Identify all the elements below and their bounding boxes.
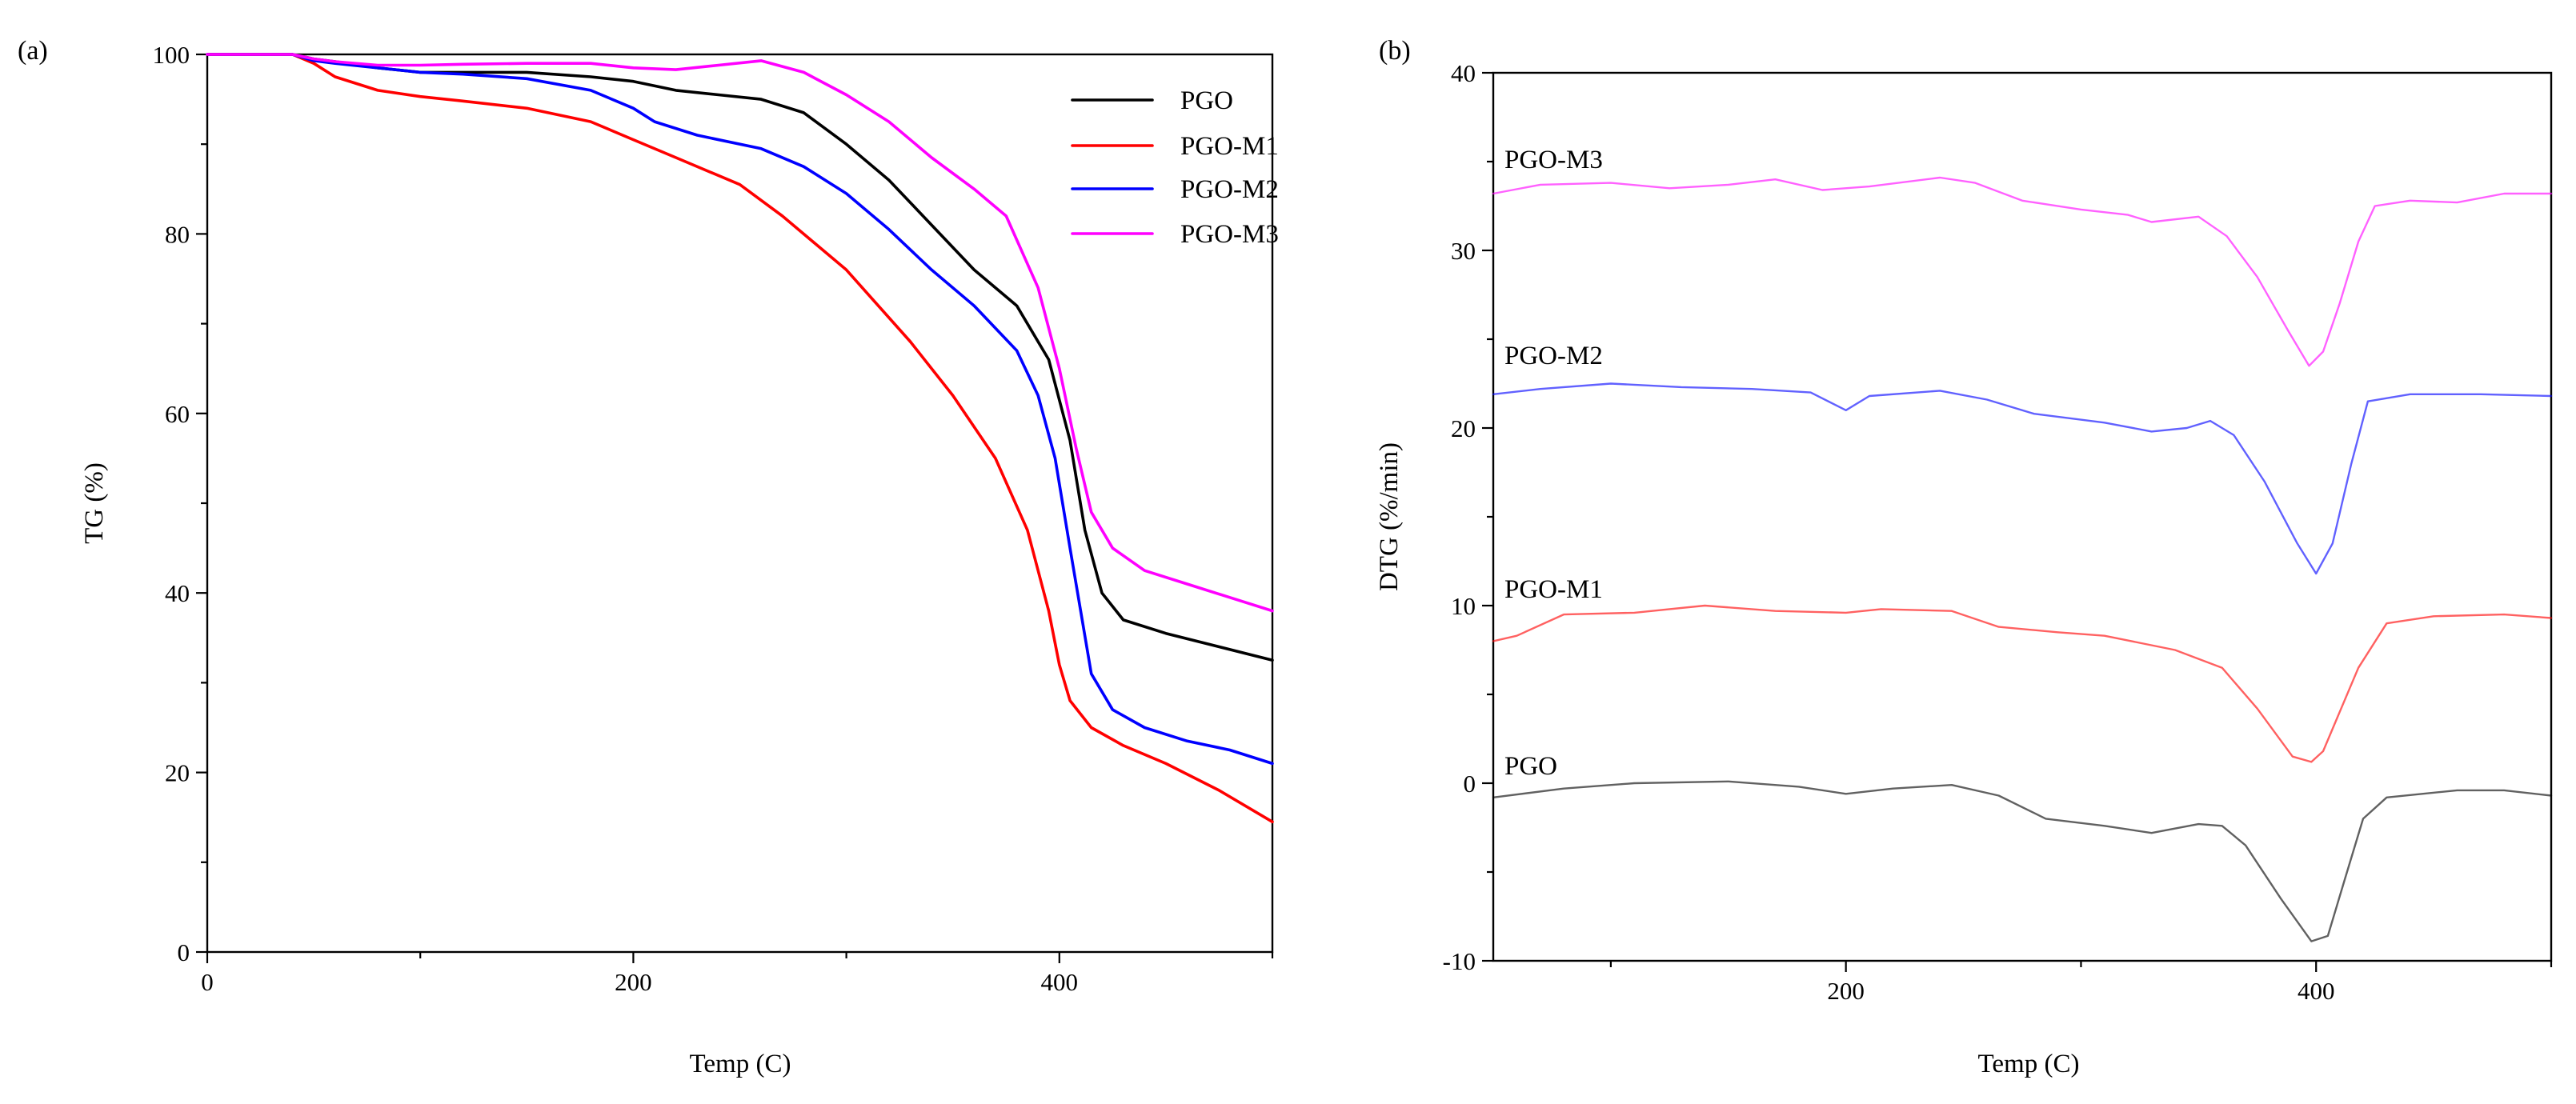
tg-y-tick-label: 40: [165, 579, 190, 607]
legend-label-pgo-m2: PGO-M2: [1180, 175, 1279, 204]
legend-label-pgo: PGO: [1180, 86, 1233, 115]
dtg-series-pgo-m2: [1492, 382, 2553, 575]
dtg-y-tick-label: 20: [1451, 414, 1476, 442]
tg-y-tick-label: 0: [178, 938, 190, 966]
panel-b-label: (b): [1379, 36, 1411, 66]
tg-axis-ticks: 0 200 400 0 20 40 60 80 100: [153, 41, 1274, 996]
dtg-series-label-pgo-m3: PGO-M3: [1504, 146, 1603, 174]
dtg-series-pgo-m1: [1492, 604, 2553, 763]
dtg-x-axis-title: Temp (C): [1978, 1050, 2080, 1078]
tg-legend: PGO PGO-M1 PGO-M2 PGO-M3: [1071, 86, 1279, 249]
dtg-series-lines: [1492, 176, 2553, 942]
dtg-chart: (b) 200 400 -10 0 10 20 30 40 Temp (C) DTG (%/m…: [1375, 36, 2553, 1078]
dtg-axis-ticks: 200 400 -10 0 10 20 30 40: [1443, 59, 2553, 1005]
tg-series-lines: [206, 53, 1274, 824]
tg-x-axis-title: Temp (C): [690, 1050, 791, 1078]
tg-series-pgo-m3: [206, 53, 1274, 613]
tg-x-tick-label: 400: [1041, 968, 1079, 996]
dtg-y-tick-label: 10: [1451, 592, 1476, 620]
dtg-series-label-pgo-m1: PGO-M1: [1504, 575, 1603, 604]
dtg-series-pgo: [1492, 780, 2553, 942]
dtg-x-tick-label: 400: [2298, 977, 2335, 1005]
dtg-plot-frame: [1492, 71, 2553, 962]
dtg-x-tick-label: 200: [1827, 977, 1865, 1005]
tg-y-tick-label: 60: [165, 400, 190, 428]
tg-series-pgo-m1: [206, 53, 1274, 824]
dtg-series-pgo-m3: [1492, 176, 2553, 367]
dtg-y-tick-label: 30: [1451, 237, 1476, 265]
dtg-y-axis-title: DTG (%/min): [1375, 442, 1404, 591]
tg-y-axis-title: TG (%): [80, 462, 109, 544]
tg-series-pgo-m2: [206, 53, 1274, 766]
dtg-series-label-pgo: PGO: [1504, 752, 1557, 781]
tg-y-tick-label: 80: [165, 220, 190, 248]
dtg-series-label-pgo-m2: PGO-M2: [1504, 342, 1603, 370]
legend-label-pgo-m3: PGO-M3: [1180, 220, 1279, 249]
tg-x-tick-label: 200: [615, 968, 652, 996]
panel-a-label: (a): [18, 36, 48, 66]
dtg-y-tick-label: 40: [1451, 59, 1476, 87]
tg-y-tick-label: 100: [153, 41, 190, 69]
dtg-y-tick-label: 0: [1464, 770, 1476, 798]
legend-label-pgo-m1: PGO-M1: [1180, 132, 1279, 161]
dtg-y-tick-label: -10: [1443, 947, 1476, 975]
tg-y-tick-label: 20: [165, 759, 190, 787]
tg-x-tick-label: 0: [201, 968, 214, 996]
